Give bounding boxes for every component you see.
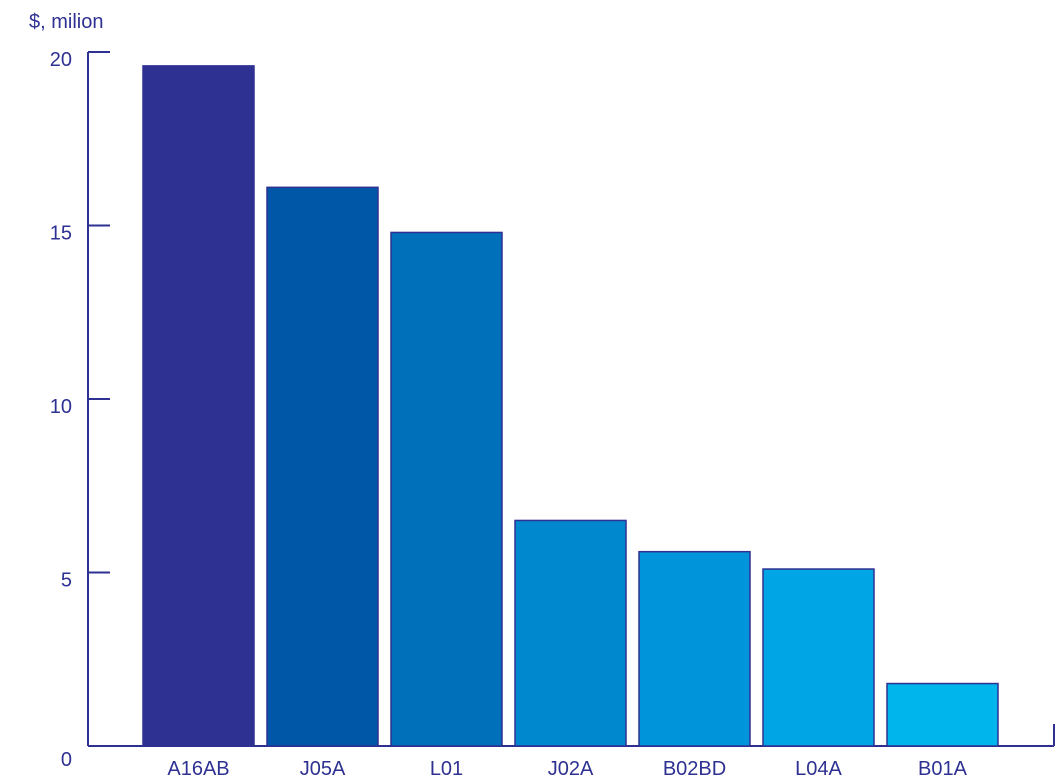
y-tick-label: 0 bbox=[61, 749, 72, 771]
x-tick-label: B02BD bbox=[663, 758, 726, 780]
bar-b02bd bbox=[638, 550, 751, 747]
bar-j05a bbox=[266, 186, 379, 747]
bar-b01a bbox=[886, 682, 999, 747]
y-tick-label: 20 bbox=[50, 49, 72, 71]
x-tick-label: A16AB bbox=[167, 758, 229, 780]
bar-a16ab bbox=[142, 65, 255, 747]
bar-j02a bbox=[514, 519, 627, 747]
y-tick-label: 10 bbox=[50, 396, 72, 418]
category-labels: A16AB J05A L01 J02A B02BD L04A B01A bbox=[167, 758, 967, 780]
y-tick-label: 5 bbox=[61, 570, 72, 592]
y-axis: 0 5 10 15 20 bbox=[50, 49, 110, 771]
bars bbox=[142, 65, 999, 747]
x-tick-label: B01A bbox=[918, 758, 968, 780]
x-tick-label: J05A bbox=[300, 758, 346, 780]
bar-l01 bbox=[390, 231, 503, 747]
y-axis-unit-label: $, milion bbox=[29, 11, 103, 33]
bar-l04a bbox=[762, 568, 875, 747]
x-tick-label: L04A bbox=[795, 758, 842, 780]
x-tick-label: L01 bbox=[430, 758, 463, 780]
x-tick-label: J02A bbox=[548, 758, 594, 780]
y-tick-label: 15 bbox=[50, 223, 72, 245]
